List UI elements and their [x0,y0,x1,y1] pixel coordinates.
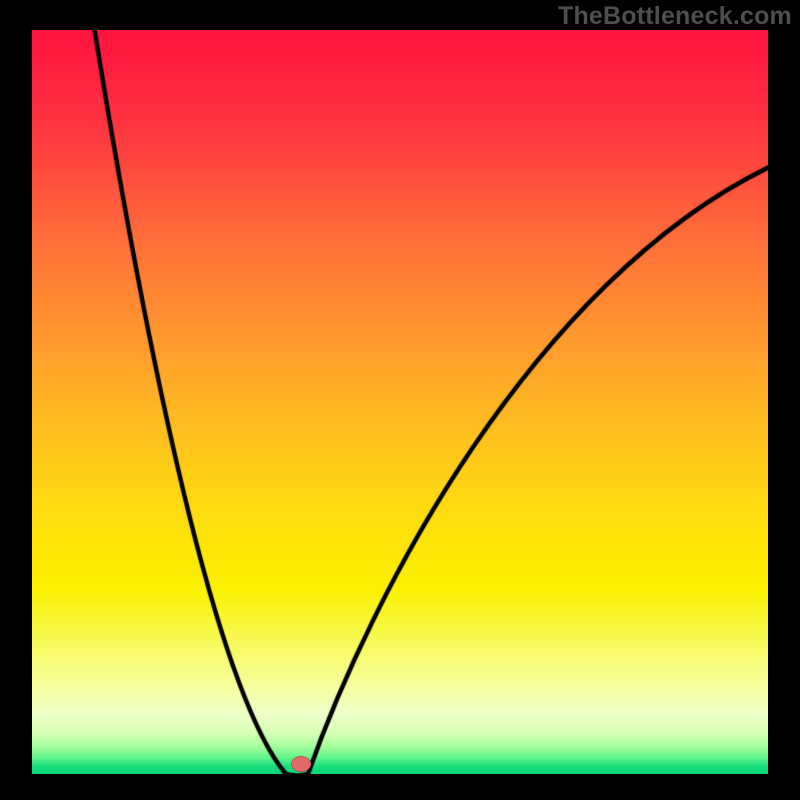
bottleneck-curve [32,30,768,774]
min-point-marker [291,756,311,772]
chart-stage [32,30,768,774]
watermark-label: TheBottleneck.com [558,2,792,31]
figure-container: TheBottleneck.com [0,0,800,800]
